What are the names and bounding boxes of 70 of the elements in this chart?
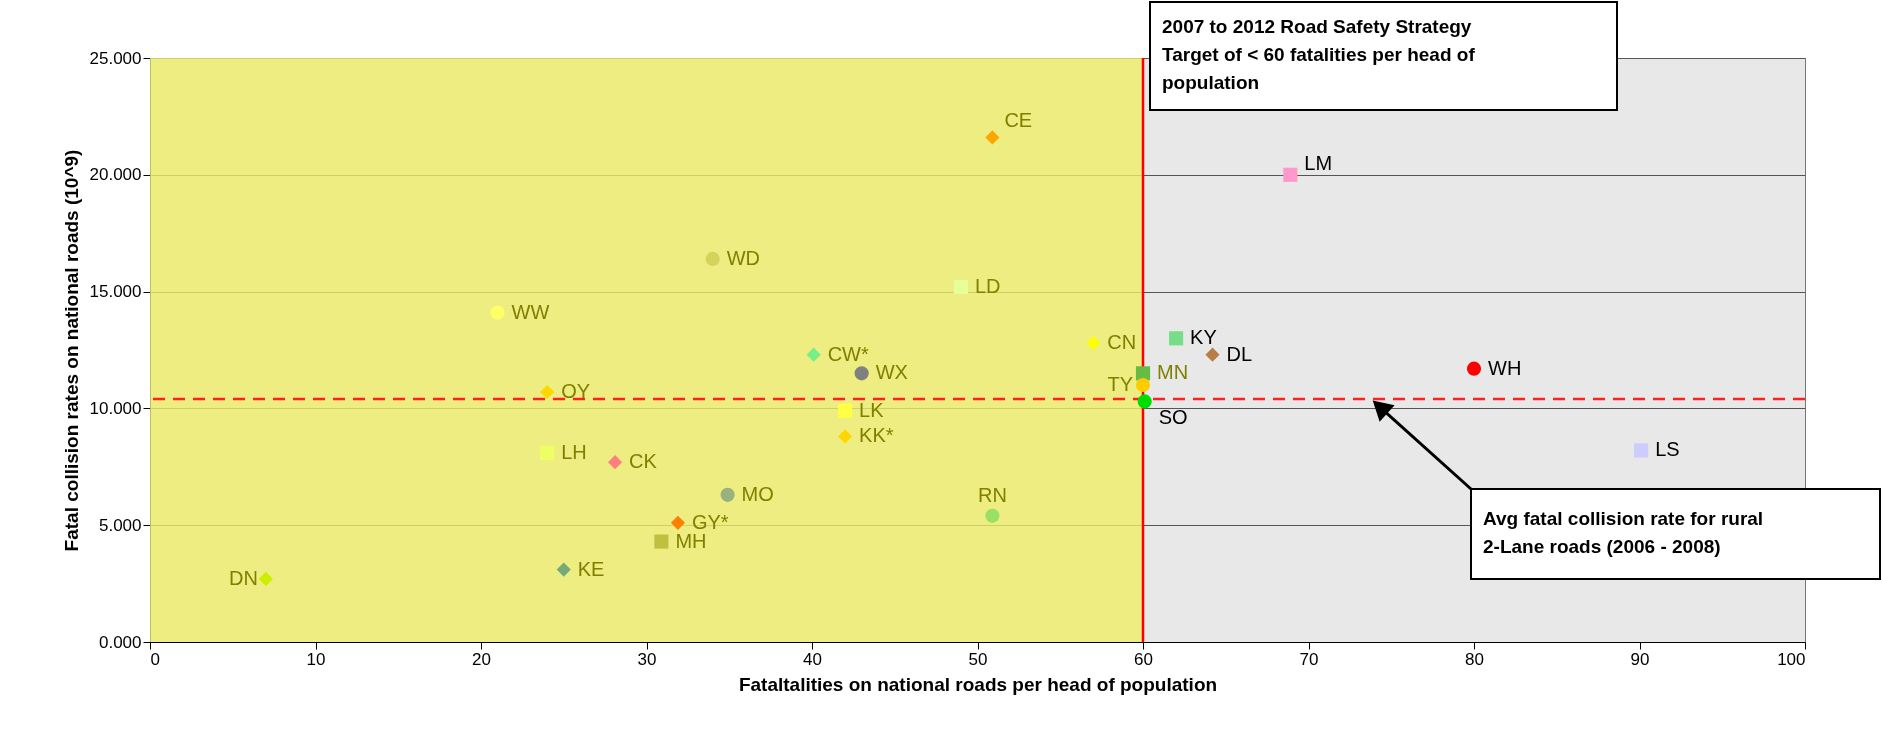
ref-line-label: 2007 to 2012 Road Safety Strategy Target of < 60 fatalities per head of population <box>1162 16 1476 93</box>
point <box>556 562 571 577</box>
series-label: MO <box>741 482 774 505</box>
series-label: WW <box>511 300 550 323</box>
series-label: MN <box>1157 361 1189 384</box>
point <box>705 251 720 266</box>
series-label: TY <box>1107 373 1133 396</box>
series-label: CN <box>1107 330 1137 353</box>
x-tick-label: 10 <box>306 649 326 669</box>
series-label: LH <box>561 440 587 463</box>
x-tick-label: 40 <box>803 649 822 669</box>
series-label: LD <box>974 274 1001 297</box>
x-tick-label: 60 <box>1134 649 1153 669</box>
series-label: CK <box>629 450 658 473</box>
series-label: KK* <box>859 424 894 447</box>
point <box>985 508 1000 523</box>
point <box>654 534 669 549</box>
x-tick-label: 50 <box>968 649 988 669</box>
series-label: KE <box>577 557 605 580</box>
x-tick-label: 80 <box>1465 649 1484 669</box>
series-label: LS <box>1655 438 1680 461</box>
point <box>1137 394 1152 409</box>
series-label: WD <box>726 246 761 269</box>
point <box>838 429 853 444</box>
point <box>720 487 735 502</box>
x-tick-label: 100 <box>1777 649 1806 669</box>
series-label: DN <box>228 566 258 589</box>
series-label: RN <box>977 483 1007 506</box>
y-tick-label: 15.000 <box>89 282 142 302</box>
x-tick-label: 70 <box>1299 649 1319 669</box>
ref-line-label: Avg fatal collision rate for rural 2-Lane roads (2006 - 2008) <box>1483 508 1764 557</box>
point <box>1169 331 1184 346</box>
series-label: WX <box>875 361 908 384</box>
point <box>1205 347 1220 362</box>
point <box>607 455 623 470</box>
point <box>540 445 555 460</box>
series-label: CE <box>1004 109 1033 132</box>
y-axis-title: Fatal collision rates on national roads (10^9) <box>60 149 82 552</box>
x-tick-label: 20 <box>472 649 491 669</box>
point <box>670 515 686 530</box>
y-tick-label: 25.000 <box>89 48 142 68</box>
point <box>1466 361 1482 376</box>
point <box>1135 377 1151 393</box>
y-tick-label: 0.000 <box>98 632 142 652</box>
point <box>1634 443 1649 458</box>
series-label: LM <box>1304 151 1333 174</box>
series-label: LK <box>859 398 885 421</box>
x-tick-label: 30 <box>637 649 657 669</box>
x-tick-label: 0 <box>150 649 160 669</box>
series-label: WH <box>1488 356 1522 379</box>
point <box>1283 167 1298 182</box>
point <box>806 347 821 362</box>
x-axis-title: Fataltalities on national roads per head of population <box>738 673 1218 695</box>
y-tick-label: 20.000 <box>89 165 142 185</box>
point <box>854 366 869 381</box>
point <box>953 279 969 294</box>
series-label: CW* <box>827 342 869 365</box>
point <box>1086 335 1101 351</box>
series-label: OY <box>561 380 591 403</box>
y-tick-label: 10.000 <box>89 398 142 418</box>
point <box>490 305 505 320</box>
y-tick-label: 5.000 <box>98 515 142 535</box>
series-label: SO <box>1158 406 1188 429</box>
point <box>540 384 555 400</box>
series-label: KY <box>1190 326 1217 349</box>
point <box>985 130 1000 145</box>
series-label: DL <box>1226 342 1253 365</box>
point <box>838 403 853 418</box>
x-tick-label: 90 <box>1630 649 1650 669</box>
point <box>258 571 273 586</box>
